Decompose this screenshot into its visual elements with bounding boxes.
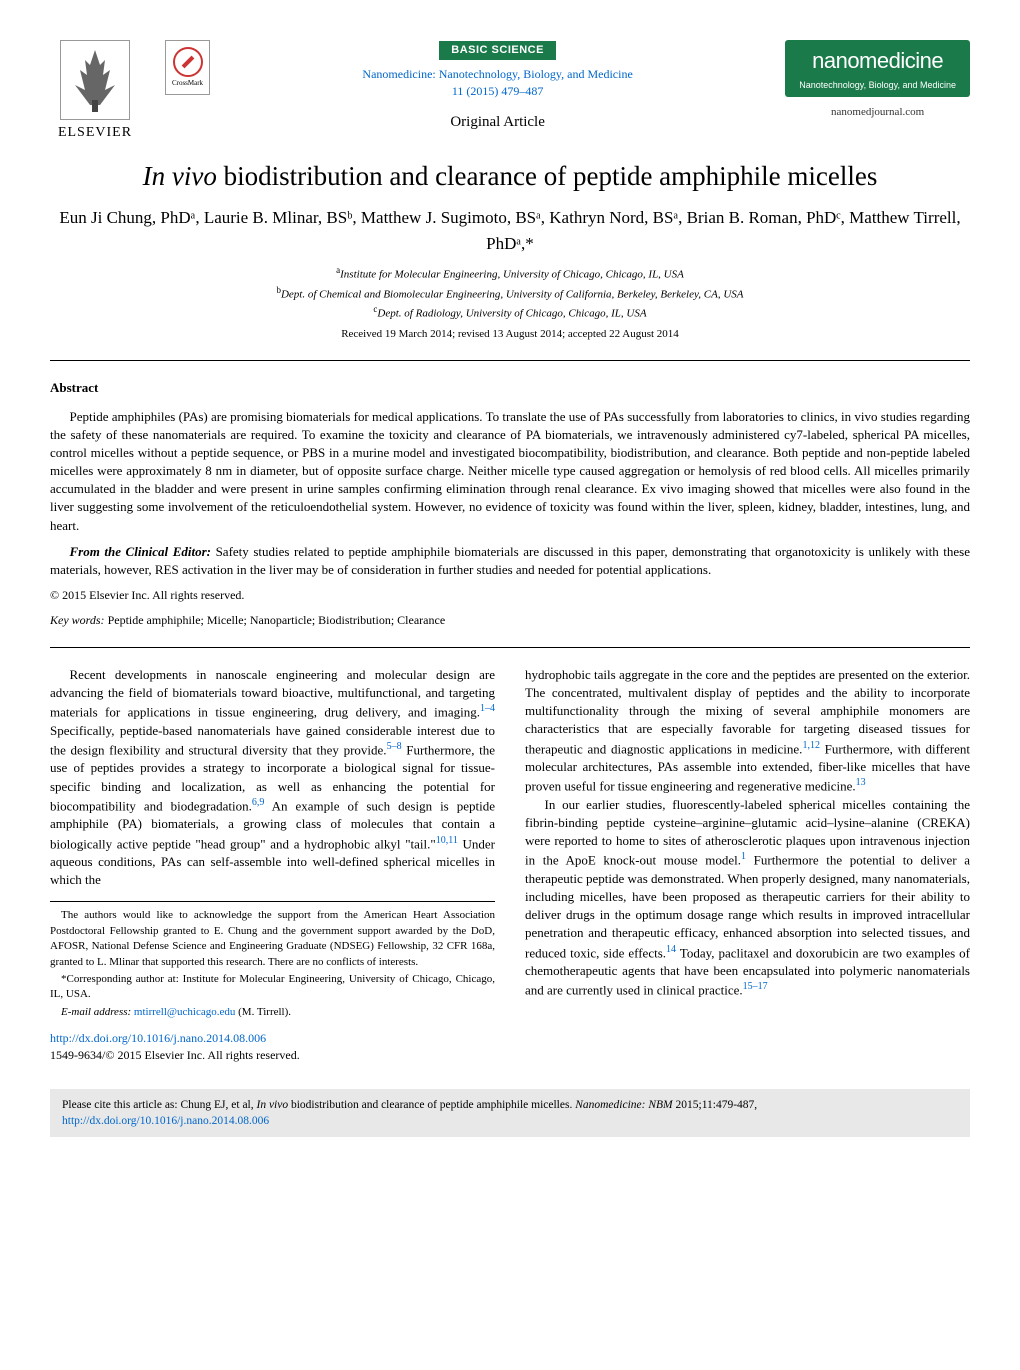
ref-link[interactable]: 5–8 (387, 741, 402, 752)
article-type: Original Article (220, 112, 775, 133)
affiliation-c: cDept. of Radiology, University of Chica… (50, 303, 970, 322)
footnote-ack: The authors would like to acknowledge th… (50, 908, 495, 970)
abstract-clinical: From the Clinical Editor: Safety studies… (50, 543, 970, 579)
right-logo-group: nanomedicine Nanotechnology, Biology, an… (785, 40, 970, 121)
author-list: Eun Ji Chung, PhDᵃ, Laurie B. Mlinar, BS… (50, 205, 970, 256)
crossmark-label: CrossMark (172, 79, 203, 89)
nanomed-subtitle: Nanotechnology, Biology, and Medicine (799, 79, 956, 92)
issue-info[interactable]: 11 (2015) 479–487 (220, 83, 775, 100)
email-link[interactable]: mtirrell@uchicago.edu (134, 1006, 235, 1018)
column-left: Recent developments in nanoscale enginee… (50, 666, 495, 1064)
article-title: In vivo biodistribution and clearance of… (50, 158, 970, 196)
column-right: hydrophobic tails aggregate in the core … (525, 666, 970, 1064)
divider (50, 647, 970, 648)
citation-footer: Please cite this article as: Chung EJ, e… (50, 1089, 970, 1137)
crossmark-badge[interactable]: CrossMark (165, 40, 210, 95)
ref-link[interactable]: 13 (856, 777, 866, 788)
doi-link[interactable]: http://dx.doi.org/10.1016/j.nano.2014.08… (50, 1031, 266, 1045)
ref-link[interactable]: 1,12 (802, 740, 820, 751)
ref-link[interactable]: 14 (666, 944, 676, 955)
journal-name-link[interactable]: Nanomedicine: Nanotechnology, Biology, a… (220, 66, 775, 83)
page-header: ELSEVIER CrossMark BASIC SCIENCE Nanomed… (50, 40, 970, 143)
body-p1: Recent developments in nanoscale enginee… (50, 666, 495, 890)
elsevier-logo[interactable]: ELSEVIER (50, 40, 140, 143)
footnote-email: E-mail address: mtirrell@uchicago.edu (M… (50, 1005, 495, 1020)
nanomed-title: nanomedicine (799, 46, 956, 77)
body-p1-cont: hydrophobic tails aggregate in the core … (525, 666, 970, 796)
clinical-editor-label: From the Clinical Editor: (70, 544, 212, 559)
body-columns: Recent developments in nanoscale enginee… (50, 666, 970, 1064)
elsevier-tree-icon (60, 40, 130, 120)
keywords: Key words: Peptide amphiphile; Micelle; … (50, 612, 970, 629)
ref-link[interactable]: 1–4 (480, 703, 495, 714)
footnotes: The authors would like to acknowledge th… (50, 901, 495, 1020)
crossmark-icon (173, 47, 203, 77)
affiliation-a: aInstitute for Molecular Engineering, Un… (50, 264, 970, 283)
doi-block: http://dx.doi.org/10.1016/j.nano.2014.08… (50, 1030, 495, 1064)
ref-link[interactable]: 15–17 (743, 981, 768, 992)
left-logo-group: ELSEVIER CrossMark (50, 40, 210, 143)
journal-url[interactable]: nanomedjournal.com (785, 105, 970, 120)
keywords-label: Key words: (50, 613, 105, 627)
title-rest: biodistribution and clearance of peptide… (217, 161, 878, 191)
ref-link[interactable]: 6,9 (252, 797, 265, 808)
issn-line: 1549-9634/© 2015 Elsevier Inc. All right… (50, 1048, 300, 1062)
received-dates: Received 19 March 2014; revised 13 Augus… (50, 326, 970, 343)
footnote-corresponding: *Corresponding author at: Institute for … (50, 972, 495, 1003)
abstract-body: Peptide amphiphiles (PAs) are promising … (50, 408, 970, 604)
abstract-heading: Abstract (50, 379, 970, 397)
elsevier-text: ELSEVIER (58, 123, 132, 143)
body-p2: In our earlier studies, fluorescently-la… (525, 796, 970, 1000)
abstract-copyright: © 2015 Elsevier Inc. All rights reserved… (50, 587, 970, 604)
citation-doi-link[interactable]: http://dx.doi.org/10.1016/j.nano.2014.08… (62, 1115, 269, 1127)
affiliation-b: bDept. of Chemical and Biomolecular Engi… (50, 284, 970, 303)
ref-link[interactable]: 10,11 (436, 835, 458, 846)
nanomedicine-logo[interactable]: nanomedicine Nanotechnology, Biology, an… (785, 40, 970, 97)
divider (50, 360, 970, 361)
abstract-p1: Peptide amphiphiles (PAs) are promising … (50, 408, 970, 535)
title-italic: In vivo (143, 161, 217, 191)
keywords-text: Peptide amphiphile; Micelle; Nanoparticl… (105, 613, 446, 627)
center-header: BASIC SCIENCE Nanomedicine: Nanotechnolo… (210, 40, 785, 133)
basic-science-badge: BASIC SCIENCE (439, 41, 556, 60)
affiliations: aInstitute for Molecular Engineering, Un… (50, 264, 970, 342)
